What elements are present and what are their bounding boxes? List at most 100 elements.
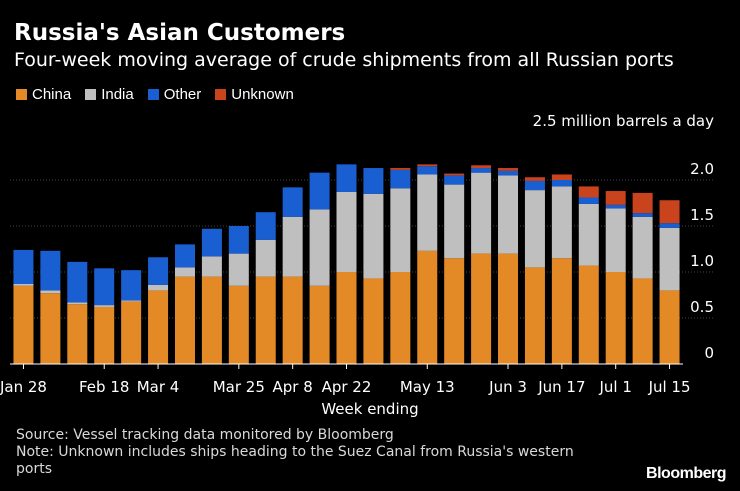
- legend-swatch-china: [16, 89, 27, 100]
- bar-china: [578, 265, 599, 364]
- bar-other: [94, 268, 115, 306]
- bar-india: [417, 174, 438, 251]
- bar-other: [632, 213, 653, 217]
- y-tick-label: 2.0: [690, 160, 714, 178]
- bar-india: [309, 209, 330, 286]
- bar-unknown: [498, 168, 519, 171]
- bar-china: [471, 253, 492, 364]
- bar-india: [94, 305, 115, 307]
- bar-unknown: [471, 165, 492, 169]
- bar-other: [40, 250, 61, 291]
- bar-other: [444, 175, 465, 185]
- bar-china: [659, 290, 680, 364]
- y-tick-label: 1.0: [690, 252, 714, 270]
- bar-india: [632, 216, 653, 279]
- bar-china: [524, 267, 545, 364]
- bar-china: [363, 278, 384, 364]
- bar-india: [444, 184, 465, 259]
- bar-unknown: [578, 186, 599, 198]
- bar-india: [40, 290, 61, 294]
- bar-india: [471, 172, 492, 254]
- legend-swatch-india: [85, 89, 97, 100]
- x-tick-label: Jul 15: [648, 378, 691, 396]
- bar-other: [121, 270, 142, 301]
- bar-china: [444, 258, 465, 364]
- legend-label-other: Other: [163, 86, 202, 103]
- bar-other: [390, 169, 411, 189]
- chart-subtitle: Four-week moving average of crude shipme…: [14, 49, 674, 71]
- x-tick-label: Jun 3: [488, 378, 527, 396]
- bar-other: [13, 249, 34, 284]
- bar-china: [309, 285, 330, 364]
- legend-label-china: China: [32, 86, 72, 103]
- bar-unknown: [444, 173, 465, 176]
- x-tick-label: May 13: [400, 378, 455, 396]
- bar-china: [498, 253, 519, 364]
- bar-china: [282, 276, 303, 364]
- x-tick-label: Mar 25: [213, 378, 265, 396]
- legend-item-china: China: [16, 86, 71, 103]
- bar-other: [524, 180, 545, 191]
- bar-china: [605, 272, 626, 364]
- x-tick-label: Jan 28: [0, 378, 47, 396]
- bar-india: [578, 203, 599, 266]
- x-tick-label: Jun 17: [537, 378, 585, 396]
- bar-india: [174, 267, 195, 277]
- bar-india: [121, 300, 142, 302]
- bar-india: [605, 208, 626, 272]
- bar-other: [498, 170, 519, 176]
- bar-other: [228, 226, 249, 254]
- bar-india: [659, 227, 680, 291]
- legend: China India Other Unknown: [16, 86, 294, 103]
- chart-title: Russia's Asian Customers: [14, 20, 346, 46]
- bar-other: [282, 187, 303, 217]
- bar-unknown: [390, 168, 411, 170]
- bar-china: [148, 290, 169, 364]
- bar-unknown: [524, 177, 545, 181]
- bar-india: [228, 253, 249, 286]
- bar-china: [121, 301, 142, 364]
- legend-swatch-other: [147, 89, 159, 100]
- bar-other: [578, 197, 599, 204]
- bar-other: [551, 180, 572, 187]
- bar-unknown: [632, 192, 653, 214]
- y-tick-label: 0.5: [690, 298, 714, 316]
- bar-india: [390, 188, 411, 272]
- bar-china: [417, 250, 438, 364]
- bar-china: [201, 276, 222, 364]
- bar-india: [148, 284, 169, 291]
- bloomberg-logo: Bloomberg: [646, 465, 726, 482]
- bar-other: [309, 172, 330, 210]
- x-tick-label: Mar 4: [137, 378, 180, 396]
- legend-item-other: Other: [147, 86, 202, 103]
- x-axis-label: Week ending: [321, 400, 418, 418]
- y-tick-label: 0: [704, 344, 714, 362]
- bar-other: [67, 261, 88, 303]
- bar-china: [551, 258, 572, 364]
- bar-china: [632, 278, 653, 364]
- bar-china: [67, 304, 88, 364]
- bar-china: [390, 272, 411, 364]
- bar-china: [94, 306, 115, 364]
- bar-unknown: [605, 191, 626, 205]
- bar-other: [148, 257, 169, 285]
- bar-india: [67, 302, 88, 305]
- bar-india: [498, 175, 519, 254]
- bar-india: [363, 193, 384, 279]
- bar-other: [363, 168, 384, 194]
- legend-label-unknown: Unknown: [231, 86, 294, 103]
- bar-india: [13, 283, 34, 286]
- bar-china: [228, 285, 249, 364]
- x-tick-label: Jul 1: [598, 378, 631, 396]
- bar-unknown: [659, 200, 680, 224]
- bar-other: [417, 166, 438, 175]
- source-text: Source: Vessel tracking data monitored b…: [16, 427, 394, 443]
- bar-unknown: [551, 174, 572, 180]
- bar-india: [282, 216, 303, 277]
- bar-india: [201, 256, 222, 277]
- legend-label-india: India: [101, 86, 134, 103]
- y-tick-label: 1.5: [690, 206, 714, 224]
- bar-other: [336, 164, 357, 192]
- legend-item-unknown: Unknown: [215, 86, 294, 103]
